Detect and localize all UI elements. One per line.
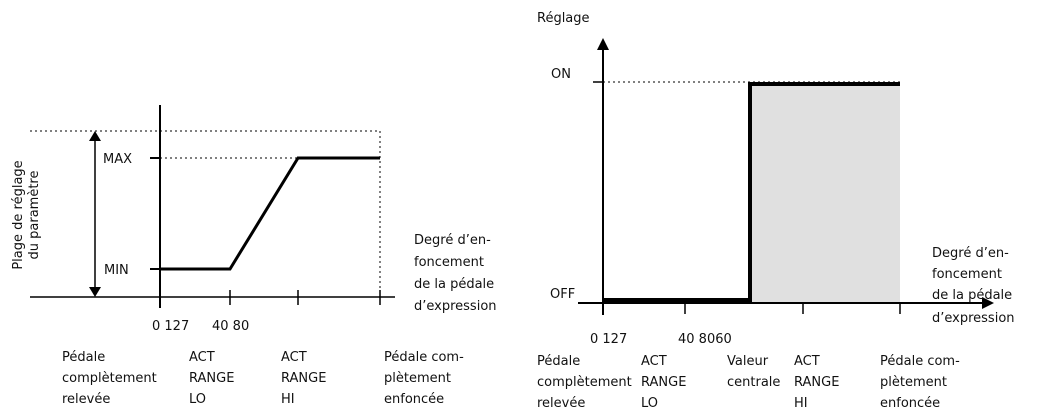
left-x-title-3: de la pédale (414, 277, 494, 292)
left-bottom-act-lo-2: RANGE (189, 371, 234, 386)
left-bottom-pedal-down-1: Pédale com- (384, 350, 464, 365)
right-bottom-act-hi-1: ACT (794, 354, 820, 369)
right-bottom-center-1: Valeur (727, 354, 769, 369)
right-response-curve (603, 82, 900, 302)
left-bottom-pedal-down-2: plètement (384, 371, 451, 386)
right-bottom-act-hi-2: RANGE (794, 375, 839, 390)
left-bottom-act-lo-1: ACT (189, 350, 215, 365)
right-shaded-region (750, 84, 900, 303)
right-x-title-3: de la pédale (932, 288, 1012, 303)
right-diagram: Réglage ON OFF Degré d’en- foncement de … (537, 11, 1015, 411)
right-x-axis-arrow (982, 297, 994, 309)
left-bottom-act-lo-3: LO (189, 392, 206, 407)
left-range-arrow-head-top (89, 131, 101, 141)
left-y-title-line1: Plage de réglage (11, 160, 26, 269)
left-bottom-pedal-up-3: relevée (62, 392, 110, 407)
left-max-label: MAX (103, 152, 132, 167)
left-x-title-4: d’expression (414, 299, 497, 314)
right-tick-label-lo: 40 8060 (678, 332, 732, 347)
right-tick-label-0: 0 127 (590, 332, 627, 347)
left-tick-label-lo: 40 80 (212, 319, 249, 334)
left-bottom-pedal-up-2: complètement (62, 371, 157, 386)
right-x-title-4: d’expression (932, 311, 1015, 326)
right-bottom-center-2: centrale (727, 375, 780, 390)
right-bottom-pedal-down-1: Pédale com- (880, 354, 960, 369)
right-y-axis-arrow (597, 38, 609, 50)
right-x-title-2: foncement (932, 267, 1002, 282)
right-bottom-pedal-up-3: relevée (537, 396, 585, 411)
right-x-title-1: Degré d’en- (932, 246, 1009, 261)
left-tick-label-0: 0 127 (152, 319, 189, 334)
left-bottom-act-hi-2: RANGE (281, 371, 326, 386)
left-bottom-pedal-up-1: Pédale (62, 350, 105, 365)
left-y-title-line2: du paramètre (27, 171, 42, 260)
right-bottom-pedal-down-3: enfoncée (880, 396, 940, 411)
left-diagram: Plage de réglage du paramètre MAX MIN De… (11, 105, 497, 407)
left-min-label: MIN (104, 263, 129, 278)
left-response-curve (160, 156, 380, 271)
right-bottom-pedal-down-2: plètement (880, 375, 947, 390)
left-range-arrow-head-bottom (89, 287, 101, 297)
left-x-title-2: foncement (414, 255, 484, 270)
right-bottom-act-lo-3: LO (641, 396, 658, 411)
right-bottom-act-lo-1: ACT (641, 354, 667, 369)
right-y-title: Réglage (537, 11, 590, 26)
right-bottom-act-hi-3: HI (794, 396, 808, 411)
right-on-label: ON (551, 67, 571, 82)
left-x-title-1: Degré d’en- (414, 233, 491, 248)
right-off-label: OFF (550, 287, 575, 302)
right-bottom-act-lo-2: RANGE (641, 375, 686, 390)
right-bottom-pedal-up-1: Pédale (537, 354, 580, 369)
left-bottom-act-hi-1: ACT (281, 350, 307, 365)
left-bottom-pedal-down-3: enfoncée (384, 392, 444, 407)
left-bottom-act-hi-3: HI (281, 392, 295, 407)
right-bottom-pedal-up-2: complètement (537, 375, 632, 390)
